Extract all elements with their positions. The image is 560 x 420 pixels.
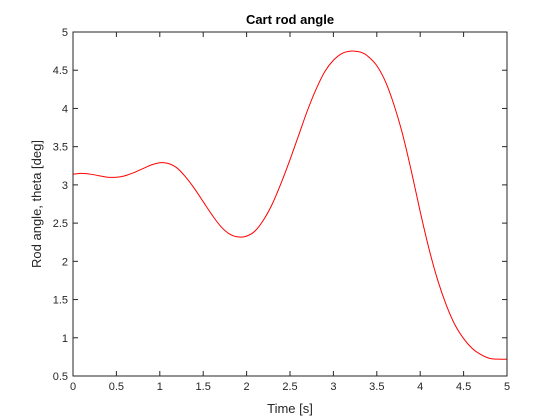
- y-tick-label: 1.5: [53, 295, 68, 307]
- x-tick-label: 3: [330, 381, 336, 393]
- x-tick-label: 0: [70, 381, 76, 393]
- y-tick-label: 4: [62, 103, 68, 115]
- y-tick-label: 4.5: [53, 65, 68, 77]
- y-tick-label: 3.5: [53, 142, 68, 154]
- x-tick-label: 5: [504, 381, 510, 393]
- x-tick-label: 2: [244, 381, 250, 393]
- y-tick-label: 0.5: [53, 371, 68, 383]
- y-tick-label: 2: [62, 256, 68, 268]
- x-tick-label: 2.5: [282, 381, 297, 393]
- x-tick-label: 4: [417, 381, 423, 393]
- y-tick-label: 2.5: [53, 218, 68, 230]
- y-axis-label: Rod angle, theta [deg]: [29, 140, 44, 268]
- x-tick-label: 0.5: [109, 381, 124, 393]
- plot-area: [73, 32, 507, 376]
- series-line-0: [72, 50, 508, 360]
- chart-title: Cart rod angle: [246, 12, 334, 27]
- x-axis-ticks: 0 0.5 1 1.5 2 2.5 3 3.5 4 4.5 5: [70, 32, 510, 393]
- x-axis-label: Time [s]: [267, 401, 313, 416]
- x-tick-label: 1.5: [196, 381, 211, 393]
- x-tick-label: 3.5: [369, 381, 384, 393]
- y-tick-label: 3: [62, 180, 68, 192]
- series-layer: [72, 50, 508, 360]
- x-tick-label: 4.5: [456, 381, 471, 393]
- x-tick-label: 1: [157, 381, 163, 393]
- y-tick-label: 5: [62, 27, 68, 39]
- y-axis-ticks: 0.5 1 1.5 2 2.5 3 3.5 4 4.5 5: [53, 27, 507, 383]
- y-tick-label: 1: [62, 333, 68, 345]
